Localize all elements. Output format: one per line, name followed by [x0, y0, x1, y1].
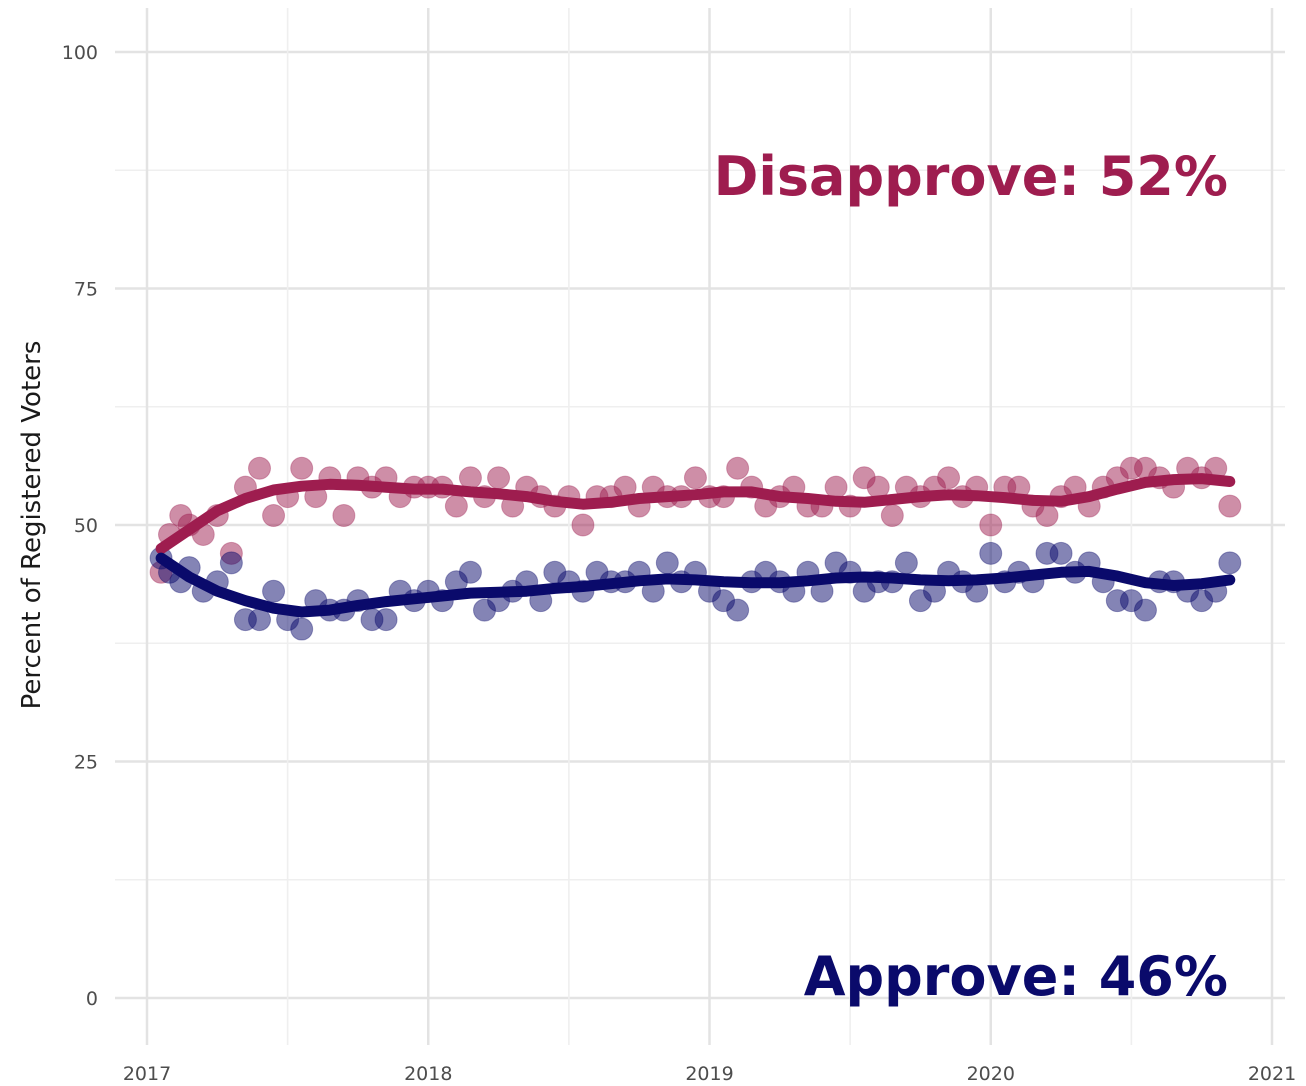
approve-point — [894, 551, 918, 575]
disapprove-point — [487, 466, 511, 490]
approve-annotation: Approve: 46% — [804, 945, 1228, 1008]
disapprove-point — [979, 513, 1003, 537]
trend-lines — [155, 473, 1236, 618]
approve-point — [1049, 541, 1073, 565]
y-tick-label: 0 — [86, 988, 98, 1010]
disapprove-point — [726, 456, 750, 480]
y-tick-label: 25 — [74, 752, 98, 774]
tick-labels: 0 25 50 75 100 2017 2018 2019 2020 2021 — [62, 42, 1296, 1085]
disapprove-point — [262, 504, 286, 528]
approve-trend-line — [155, 552, 1236, 618]
approve-point — [458, 560, 482, 584]
approve-point — [979, 541, 1003, 565]
y-axis-title: Percent of Registered Voters — [17, 341, 47, 710]
grid-lines — [115, 8, 1285, 1045]
approve-point — [655, 551, 679, 575]
disapprove-annotation: Disapprove: 52% — [714, 145, 1228, 208]
disapprove-point — [937, 466, 961, 490]
disapprove-point — [683, 466, 707, 490]
x-tick-label: 2017 — [123, 1063, 171, 1085]
x-tick-label: 2019 — [685, 1063, 733, 1085]
approve-point — [1218, 551, 1242, 575]
disapprove-point — [1218, 494, 1242, 518]
approve-point — [726, 598, 750, 622]
y-tick-label: 75 — [74, 279, 98, 301]
x-tick-label: 2018 — [404, 1063, 452, 1085]
disapprove-point — [571, 513, 595, 537]
disapprove-point — [824, 475, 848, 499]
approve-point — [374, 608, 398, 632]
x-tick-label: 2021 — [1248, 1063, 1296, 1085]
disapprove-point — [458, 466, 482, 490]
disapprove-point — [332, 504, 356, 528]
disapprove-point — [444, 494, 468, 518]
x-tick-label: 2020 — [967, 1063, 1015, 1085]
approve-point — [290, 617, 314, 641]
disapprove-point — [290, 456, 314, 480]
approve-point — [262, 579, 286, 603]
approve-point — [1133, 598, 1157, 622]
disapprove-trend-line — [155, 473, 1236, 555]
disapprove-point — [880, 504, 904, 528]
y-tick-label: 50 — [74, 515, 98, 537]
disapprove-point — [1035, 504, 1059, 528]
approve-point — [219, 551, 243, 575]
y-tick-label: 100 — [62, 42, 98, 64]
disapprove-point — [248, 456, 271, 480]
